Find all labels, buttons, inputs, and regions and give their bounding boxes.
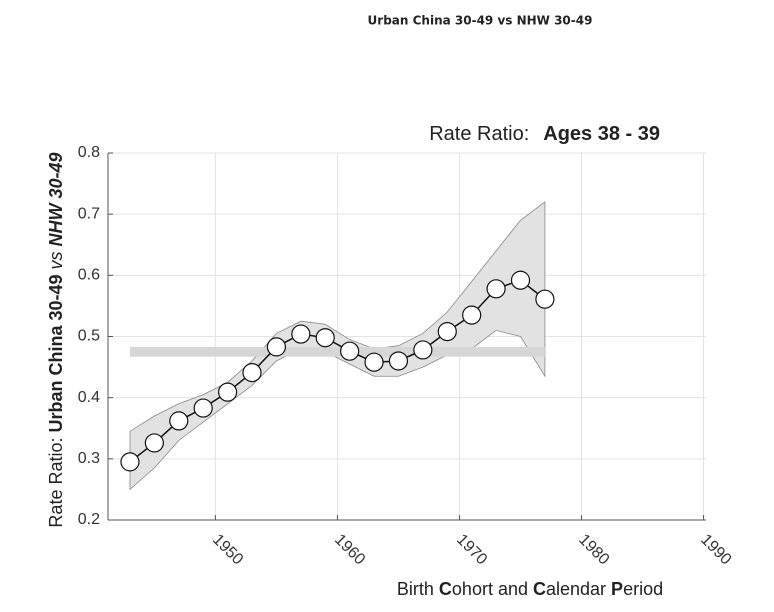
title-prefix: Rate Ratio: (429, 123, 529, 145)
data-point (144, 433, 164, 453)
y-tick-label: 0.3 (78, 450, 100, 467)
data-point (242, 362, 262, 383)
x-tick-label: 1950 (209, 531, 246, 568)
y-label-part: vs (46, 246, 66, 274)
y-label-part: Urban China 30-49 (46, 274, 66, 432)
page-title: Urban China 30-49 vs NHW 30-49 (368, 14, 593, 28)
data-point (486, 279, 506, 299)
data-point (266, 337, 287, 357)
y-tick-label: 0.4 (78, 389, 100, 406)
data-point (315, 328, 335, 348)
data-point (510, 270, 531, 290)
data-point (388, 351, 409, 371)
data-point (462, 305, 482, 325)
x-label-part: alendar (546, 579, 611, 599)
y-tick-label: 0.8 (78, 144, 100, 161)
data-point (437, 322, 457, 342)
y-tick-label: 0.5 (78, 328, 100, 345)
confidence-band (129, 201, 546, 491)
y-label-part: Rate Ratio: (46, 433, 66, 528)
x-tick-label: 1990 (697, 531, 734, 568)
x-tick-label: 1960 (331, 531, 368, 568)
x-label-part: ohort and (452, 579, 533, 599)
data-point (291, 324, 311, 344)
x-axis-label: Birth Cohort and Calendar Period (397, 579, 663, 599)
x-label-part: C (439, 579, 452, 599)
y-label-part: NHW 30-49 (46, 152, 66, 246)
data-point (120, 452, 140, 472)
chart-title: Rate Ratio: Ages 38 - 39 (429, 123, 660, 145)
title-ages: Ages 38 - 39 (543, 123, 660, 145)
y-tick-label: 0.2 (78, 511, 100, 528)
y-tick-label: 0.7 (78, 205, 100, 222)
x-label-part: Birth (397, 579, 439, 599)
data-point (340, 341, 360, 361)
x-tick-label: 1980 (575, 531, 612, 568)
x-label-part: P (611, 579, 623, 599)
x-label-part: C (533, 579, 546, 599)
data-point (413, 340, 433, 360)
x-tick-label: 1970 (453, 531, 490, 568)
data-point (535, 289, 555, 309)
x-label-part: eriod (623, 579, 663, 599)
y-tick-label: 0.6 (78, 267, 100, 284)
data-point (193, 398, 213, 418)
data-point (364, 352, 384, 372)
data-point (218, 382, 238, 402)
y-axis-label: Rate Ratio: Urban China 30-49 vs NHW 30-… (46, 152, 66, 527)
reference-band (129, 346, 545, 357)
data-point (169, 411, 189, 431)
